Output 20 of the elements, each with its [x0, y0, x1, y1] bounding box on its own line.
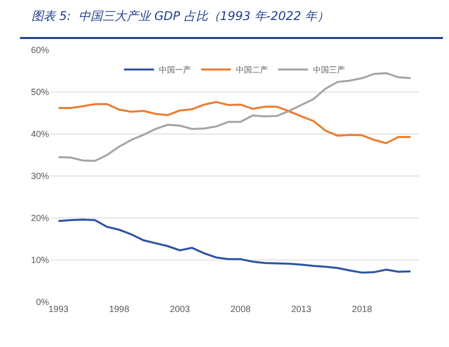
x-tick-label: 1993 — [48, 304, 69, 314]
line-series — [58, 218, 412, 274]
y-tick-label: 40% — [30, 129, 49, 140]
legend-label: 中国三产 — [313, 66, 345, 75]
x-tick-label: 2003 — [170, 304, 190, 314]
y-tick-label: 30% — [30, 171, 49, 182]
x-tick-label: 2008 — [230, 304, 251, 314]
chart-title: 图表 5: 中国三大产业 GDP 占比（1993 年-2022 年） — [31, 8, 329, 23]
y-tick-label: 50% — [30, 87, 49, 98]
legend-label: 中国二产 — [236, 66, 268, 75]
y-tick-label: 20% — [30, 213, 49, 224]
line-series — [58, 101, 412, 144]
y-tick-label: 60% — [30, 45, 49, 56]
line-series — [58, 72, 412, 162]
y-tick-label: 0% — [36, 297, 49, 308]
x-tick-label: 2018 — [352, 304, 372, 314]
x-tick-label: 1998 — [109, 304, 130, 314]
y-tick-label: 10% — [30, 255, 49, 266]
legend-label: 中国一产 — [159, 66, 191, 75]
x-tick-label: 2013 — [291, 304, 312, 314]
